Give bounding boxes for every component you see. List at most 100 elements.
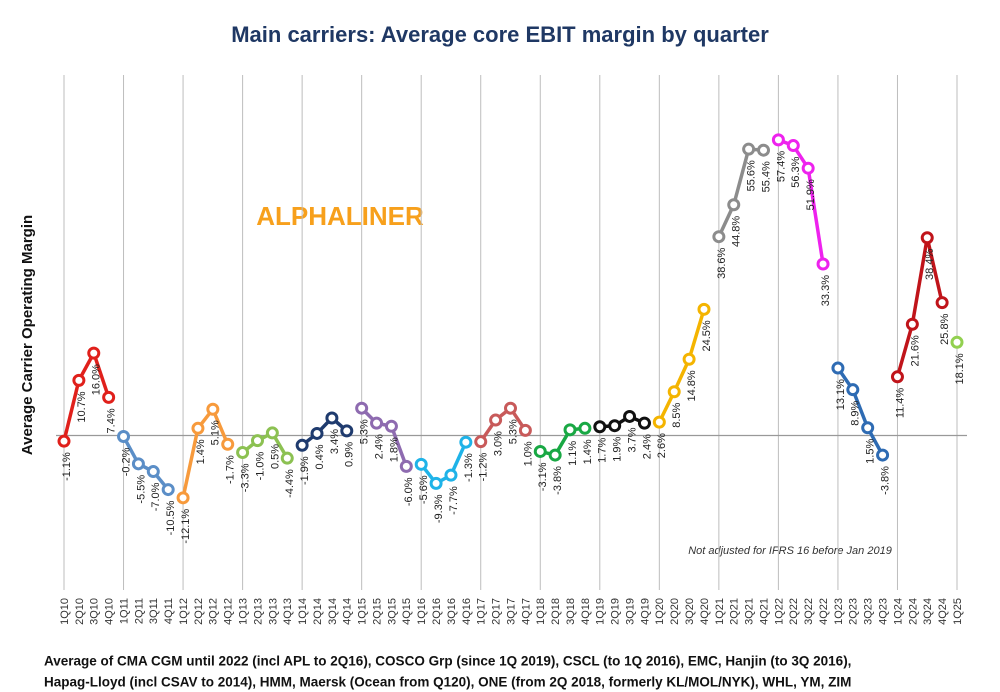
- point: [370, 416, 384, 430]
- x-tick-label: 4Q24: [937, 598, 949, 625]
- x-tick-label: 2Q18: [550, 598, 562, 625]
- x-tick-label: 2Q20: [669, 598, 681, 625]
- x-tick-label: 1Q25: [952, 598, 964, 625]
- point: [191, 421, 205, 435]
- point: [771, 133, 785, 147]
- data-label: 57.4%: [775, 151, 787, 182]
- point: [533, 444, 547, 458]
- data-label: 16.0%: [91, 364, 103, 395]
- point: [131, 457, 145, 471]
- data-label: -0.2%: [120, 447, 132, 476]
- data-label: 5.3%: [359, 419, 371, 444]
- x-tick-label: 3Q12: [208, 598, 220, 625]
- point: [831, 361, 845, 375]
- x-tick-label: 4Q19: [639, 598, 651, 625]
- data-label: 14.8%: [686, 370, 698, 401]
- data-label: 24.5%: [701, 320, 713, 351]
- x-tick-label: 3Q20: [684, 598, 696, 625]
- point: [816, 257, 830, 271]
- data-label: 55.6%: [746, 160, 758, 191]
- point: [325, 411, 339, 425]
- data-label: 1.9%: [612, 437, 624, 462]
- x-tick-label: 2Q17: [491, 598, 503, 625]
- point: [459, 435, 473, 449]
- data-label: 0.4%: [314, 444, 326, 469]
- point: [920, 231, 934, 245]
- data-label: 44.8%: [731, 216, 743, 247]
- point: [221, 437, 235, 451]
- x-tick-label: 1Q20: [654, 598, 666, 625]
- x-tick-label: 1Q21: [714, 598, 726, 625]
- x-tick-label: 1Q18: [535, 598, 547, 625]
- point: [161, 483, 175, 497]
- data-label: 5.3%: [507, 419, 519, 444]
- data-label: 38.4%: [924, 249, 936, 280]
- x-tick-label: 4Q11: [163, 598, 175, 624]
- x-tick-label: 4Q12: [223, 598, 235, 625]
- point: [280, 451, 294, 465]
- point: [146, 465, 160, 479]
- point: [905, 317, 919, 331]
- point: [742, 142, 756, 156]
- point: [876, 448, 890, 462]
- data-label: 1.1%: [567, 441, 579, 466]
- x-tick-label: 1Q17: [476, 598, 488, 625]
- x-tick-label: 4Q20: [699, 598, 711, 625]
- x-tick-label: 1Q11: [118, 598, 130, 624]
- x-tick-label: 1Q19: [595, 598, 607, 625]
- data-label: -5.5%: [135, 475, 147, 504]
- x-tick-label: 4Q10: [104, 598, 116, 625]
- point: [117, 430, 131, 444]
- point: [846, 383, 860, 397]
- point: [444, 468, 458, 482]
- data-label: -3.1%: [537, 462, 549, 491]
- point: [250, 434, 264, 448]
- x-tick-label: 3Q17: [505, 598, 517, 625]
- point: [578, 421, 592, 435]
- point: [72, 373, 86, 387]
- x-tick-label: 3Q23: [863, 598, 875, 625]
- data-label: -1.7%: [225, 455, 237, 484]
- data-label: -1.3%: [463, 453, 475, 482]
- data-label: -10.5%: [165, 500, 177, 535]
- point: [548, 448, 562, 462]
- x-tick-label: 2Q13: [252, 598, 264, 625]
- x-tick-label: 1Q14: [297, 598, 309, 625]
- data-label: -7.0%: [150, 482, 162, 511]
- x-tick-label: 2Q23: [848, 598, 860, 625]
- line-segment: [389, 425, 408, 468]
- data-label: -3.8%: [552, 466, 564, 495]
- point: [890, 370, 904, 384]
- x-tick-label: 4Q13: [282, 598, 294, 625]
- point: [504, 401, 517, 415]
- point: [429, 476, 443, 490]
- data-label: -5.6%: [418, 475, 430, 504]
- line-segment: [925, 237, 944, 304]
- x-tick-label: 1Q12: [178, 598, 190, 625]
- line-segment: [62, 379, 81, 442]
- point: [384, 419, 398, 433]
- x-tick-label: 4Q21: [758, 598, 770, 625]
- x-tick-label: 1Q10: [59, 598, 71, 625]
- footnote: Hapag-Lloyd (incl CSAV to 2014), HMM, Ma…: [44, 675, 851, 690]
- x-tick-label: 3Q22: [803, 598, 815, 625]
- watermark: ALPHALINER: [256, 201, 424, 231]
- data-label: 1.4%: [582, 439, 594, 464]
- x-tick-label: 2Q12: [193, 598, 205, 625]
- x-tick-label: 4Q17: [520, 598, 532, 625]
- data-label: 3.4%: [329, 429, 341, 454]
- data-label: -4.4%: [284, 469, 296, 498]
- line-segment: [851, 389, 870, 429]
- point: [757, 143, 771, 157]
- point: [563, 423, 577, 437]
- data-label: -12.1%: [180, 509, 192, 544]
- chart-title: Main carriers: Average core EBIT margin …: [231, 22, 769, 47]
- data-label: -1.0%: [254, 451, 266, 480]
- data-label: 2.4%: [641, 434, 653, 459]
- point: [652, 415, 666, 429]
- point: [340, 424, 354, 438]
- x-tick-label: 2Q11: [133, 598, 145, 624]
- point: [355, 401, 369, 415]
- x-tick-label: 1Q24: [892, 598, 904, 625]
- data-label: 18.1%: [954, 353, 966, 384]
